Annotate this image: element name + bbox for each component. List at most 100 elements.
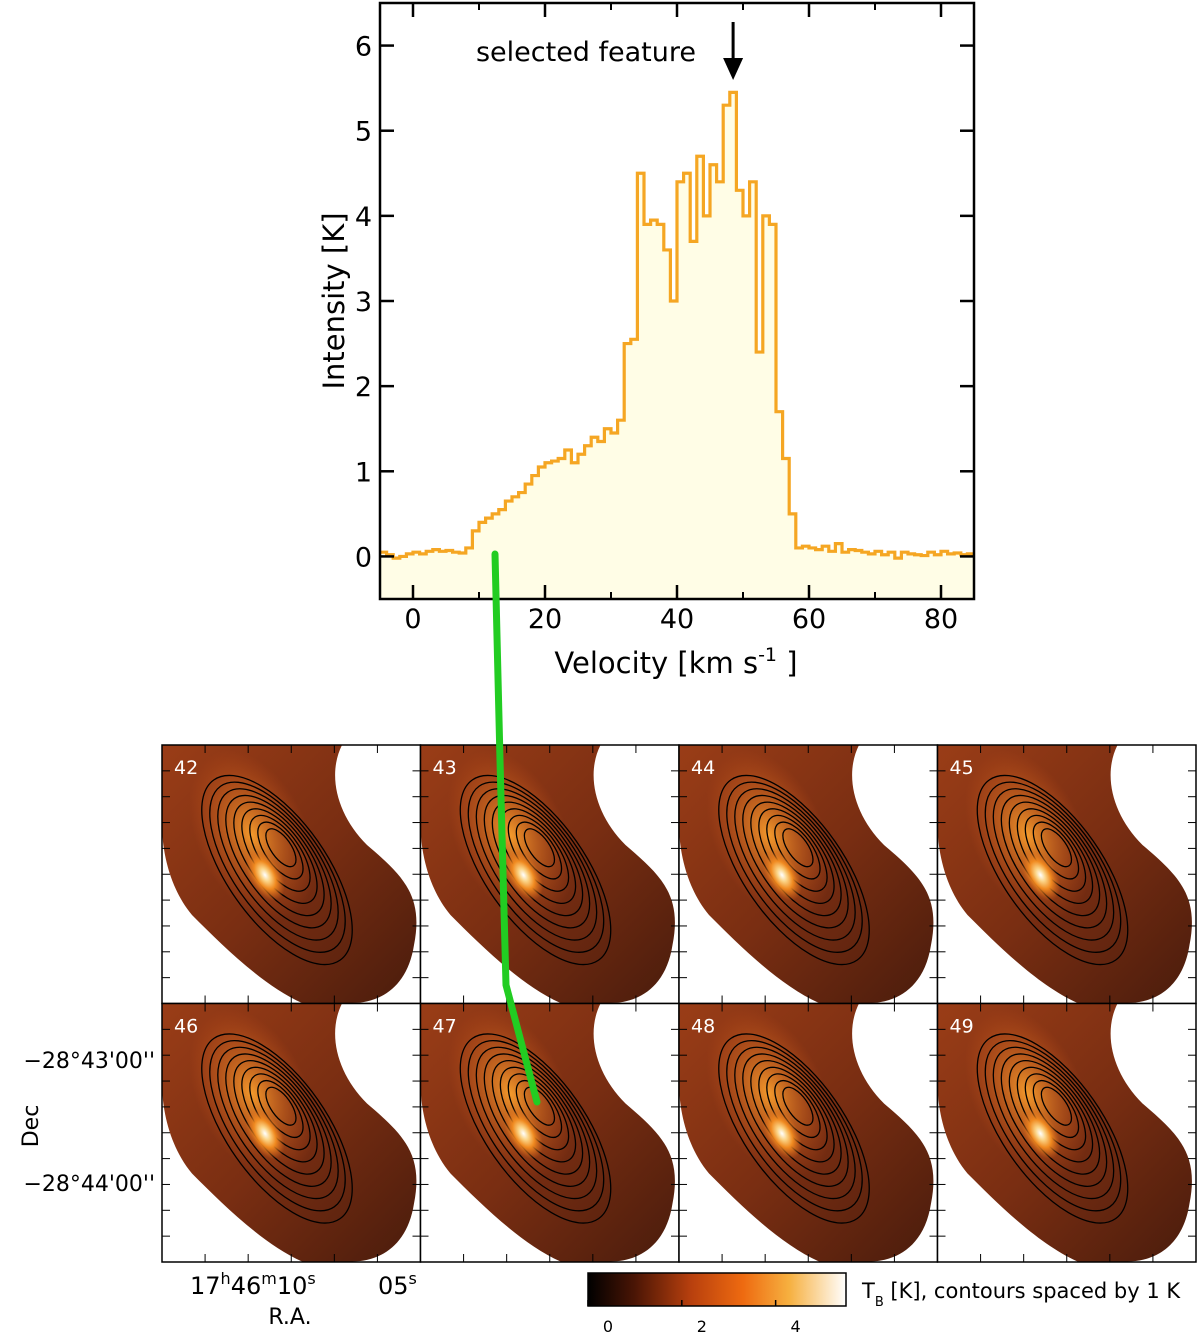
contour-line — [201, 1033, 353, 1224]
emission-ridge — [964, 1008, 1091, 1179]
emission-ridge — [189, 750, 315, 920]
annotation-label: selected feature — [476, 37, 696, 68]
contour-line — [265, 1086, 297, 1126]
contour-line — [225, 1053, 332, 1187]
colorbar-ticks: 0 2 4 — [587, 1300, 801, 1336]
contour-line — [984, 781, 1122, 953]
contour-line — [742, 1053, 849, 1187]
y-tick-label: 0 — [355, 542, 372, 573]
y-axis-label: Intensity [K] — [317, 212, 351, 389]
emission-ridge — [447, 750, 574, 920]
spectrum-ticks: 0 20 40 60 80 0 1 2 3 4 5 6 — [355, 3, 974, 635]
contour-line — [217, 1046, 339, 1200]
plot-frame — [378, 1, 976, 601]
emission-ridge — [706, 750, 832, 920]
contour-line — [483, 1053, 591, 1187]
channel-maps-grid: 42 43 44 45 46 47 48 49 — [161, 744, 1197, 1263]
y-tick-label: 5 — [355, 117, 372, 148]
x-tick-label: 0 — [404, 604, 421, 635]
contour-line — [217, 788, 339, 941]
ra-tick-label: 05s — [378, 1269, 417, 1300]
emission-ridge — [189, 1008, 315, 1179]
contour-line — [976, 774, 1129, 966]
contour-line — [782, 1086, 814, 1126]
dec-tick-label: −28°44'00'' — [23, 1172, 155, 1197]
contour-line — [265, 828, 297, 868]
panel-velocity-label: 44 — [691, 757, 715, 779]
contour-line — [1000, 1053, 1108, 1187]
contour-line — [1040, 1086, 1073, 1126]
contour-line — [782, 828, 814, 868]
spectrum-series-line — [380, 90, 974, 560]
emission-peak — [245, 849, 285, 901]
contour-line — [467, 1039, 605, 1212]
x-axis-label: Velocity [km s-1 ] — [554, 644, 797, 680]
contour-line — [734, 788, 856, 941]
channel-map-panel: 45 — [936, 744, 1197, 1005]
y-tick-label: 4 — [355, 202, 372, 233]
ra-axis-label: R.A. — [268, 1305, 311, 1330]
panel-velocity-label: 49 — [950, 1016, 974, 1038]
contour-line — [209, 781, 346, 953]
colorbar-tick-label: 0 — [603, 1317, 613, 1336]
feature-connector-line — [491, 550, 541, 1106]
emission-ridge — [964, 750, 1091, 920]
emission-peak — [1020, 1107, 1061, 1160]
channel-map-panel: 43 — [419, 744, 680, 1005]
y-tick-label: 1 — [355, 457, 372, 488]
colorbar-label: TB [K], contours spaced by 1 K — [861, 1279, 1181, 1310]
emission-ridge — [447, 1008, 574, 1179]
channel-map-panel: 44 — [678, 744, 939, 1005]
contour-line — [718, 1033, 870, 1224]
panel-velocity-label: 46 — [174, 1016, 198, 1038]
y-tick-label: 3 — [355, 287, 372, 318]
y-tick-label: 2 — [355, 372, 372, 403]
contour-line — [742, 794, 849, 929]
channel-map-panel: 46 — [161, 1002, 422, 1263]
panel-velocity-label: 42 — [174, 757, 198, 779]
emission-peak — [503, 1107, 544, 1160]
panel-velocity-label: 48 — [691, 1016, 715, 1038]
x-tick-label: 80 — [924, 604, 958, 635]
contour-line — [523, 1086, 556, 1126]
y-tick-label: 6 — [355, 32, 372, 63]
contour-line — [475, 1046, 598, 1200]
contour-line — [718, 774, 870, 966]
channel-map-panel: 48 — [678, 1002, 939, 1263]
annotation-arrow — [723, 22, 744, 80]
channel-map-panel: 49 — [936, 1002, 1197, 1263]
contour-line — [726, 1039, 863, 1212]
contour-line — [726, 781, 863, 953]
contour-line — [459, 774, 612, 966]
colorbar-tick-label: 4 — [791, 1317, 801, 1336]
contour-line — [459, 1033, 612, 1224]
colorbar-tick-label: 2 — [697, 1317, 707, 1336]
spectrum-plot: 0 20 40 60 80 0 1 2 3 4 5 6 selected feature Intens… — [317, 1, 976, 680]
contour-line — [523, 828, 556, 868]
contour-line — [483, 794, 591, 929]
contour-line — [467, 781, 605, 953]
dec-tick-label: −28°43'00'' — [23, 1049, 155, 1074]
panel-velocity-label: 43 — [433, 757, 457, 779]
contour-line — [992, 788, 1115, 941]
contour-line — [992, 1046, 1115, 1200]
colorbar: 0 2 4 TB [K], contours spaced by 1 K — [587, 1272, 1181, 1336]
spectrum-fill — [380, 92, 974, 600]
x-tick-label: 40 — [660, 604, 694, 635]
emission-peak — [762, 849, 802, 901]
panel-velocity-label: 47 — [433, 1016, 457, 1038]
dec-axis-label: Dec — [19, 1105, 44, 1148]
contour-line — [1040, 828, 1073, 868]
colorbar-gradient — [587, 1272, 847, 1307]
contour-line — [976, 1033, 1129, 1224]
channel-map-panel: 42 — [161, 744, 422, 1005]
contour-line — [201, 774, 353, 966]
channel-map-panel: 47 — [419, 1002, 680, 1263]
panel-velocity-label: 45 — [950, 757, 974, 779]
ra-tick-label: 17h46m10s — [190, 1269, 316, 1300]
x-tick-label: 60 — [792, 604, 826, 635]
contour-line — [734, 1046, 856, 1200]
contour-line — [1000, 794, 1108, 929]
emission-peak — [762, 1107, 802, 1160]
